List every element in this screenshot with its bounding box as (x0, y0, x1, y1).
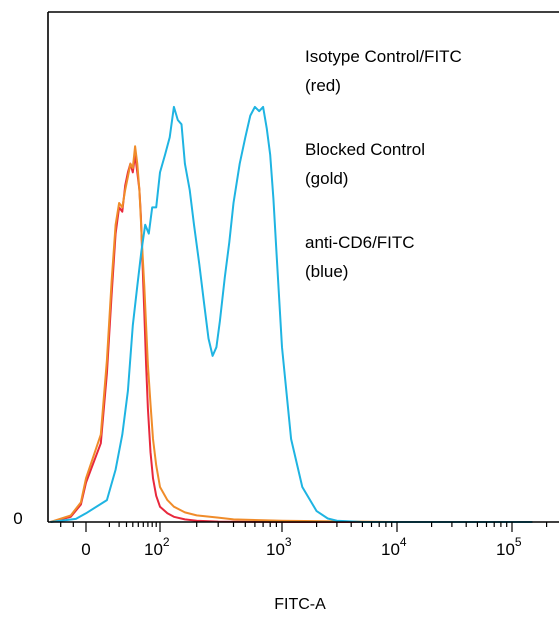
series-line-2 (50, 105, 533, 523)
legend: Isotype Control/FITC (red) Blocked Control… (305, 47, 462, 281)
legend-entry-0-line1: Isotype Control/FITC (305, 47, 462, 66)
x-major-ticks (85, 522, 513, 532)
x-tick-labels: 0 102 103 104 105 (81, 535, 522, 559)
x-tick-label: 105 (496, 535, 522, 559)
series-layer (50, 105, 533, 523)
legend-entry-1-line1: Blocked Control (305, 140, 425, 159)
x-axis-title: FITC-A (274, 596, 326, 613)
series-line-0 (50, 153, 533, 523)
y-tick-label: 0 (13, 509, 22, 528)
series-line-1 (50, 145, 533, 523)
legend-entry-1-line2: (gold) (305, 169, 348, 188)
legend-entry-0-line2: (red) (305, 76, 341, 95)
legend-entry-2-line1: anti-CD6/FITC (305, 233, 415, 252)
y-tick-labels: 0 (13, 509, 22, 528)
x-tick-label: 103 (266, 535, 292, 559)
x-tick-label: 0 (81, 540, 90, 559)
legend-entry-2-line2: (blue) (305, 262, 348, 281)
x-minor-ticks (60, 522, 548, 527)
x-tick-label: 104 (381, 535, 407, 559)
x-tick-label: 102 (144, 535, 170, 559)
